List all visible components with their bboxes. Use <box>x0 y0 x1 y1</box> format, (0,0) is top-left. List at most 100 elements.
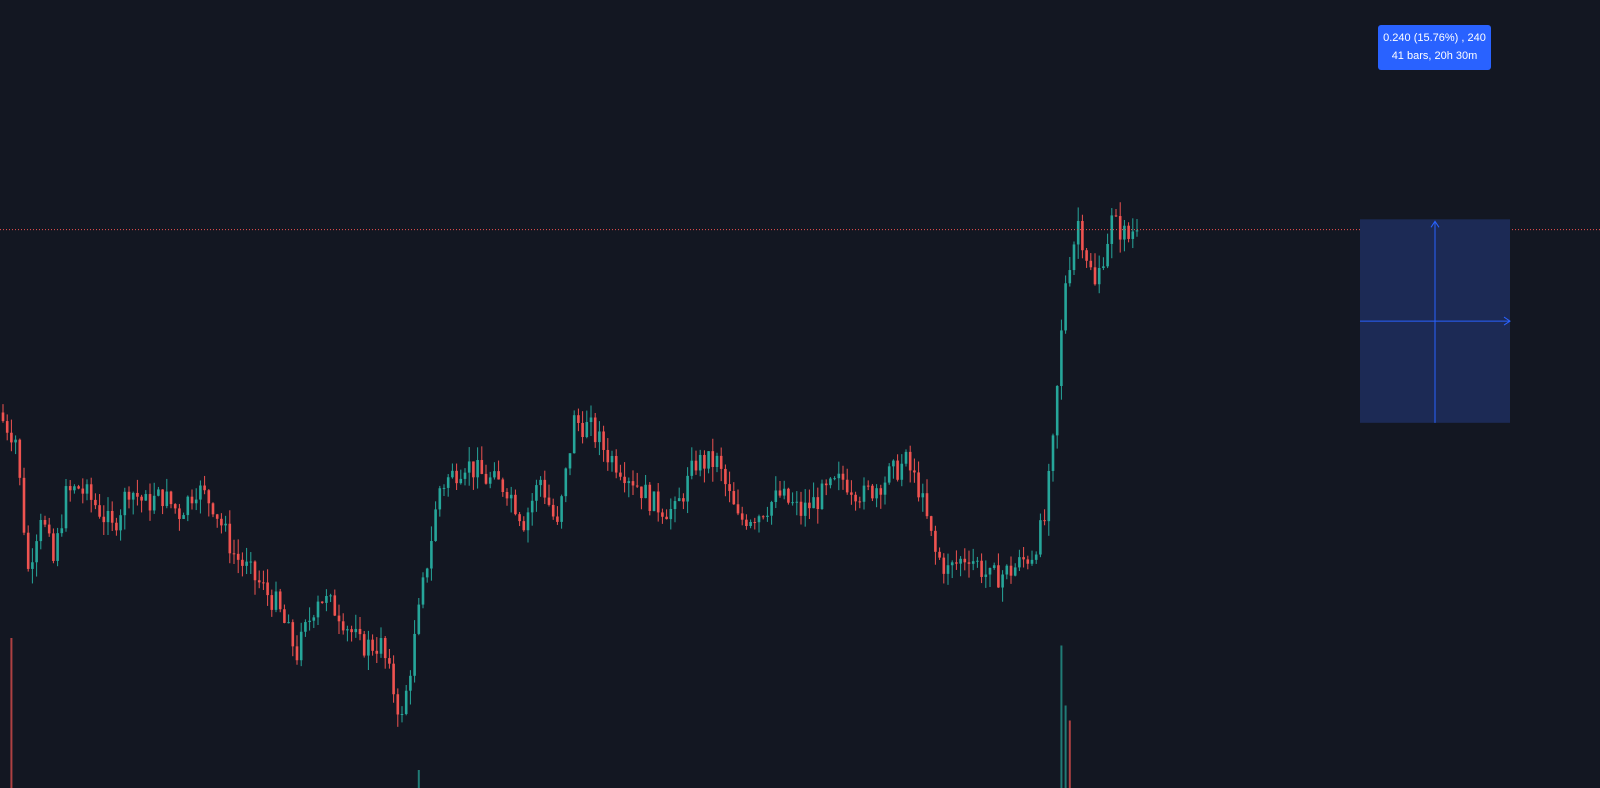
candle-body <box>820 483 824 510</box>
candle-body <box>560 496 563 522</box>
candle-body <box>1110 215 1114 244</box>
candle-body <box>81 488 85 494</box>
candle-body <box>564 468 568 497</box>
candle-body <box>409 675 412 691</box>
candle-body <box>287 622 290 624</box>
candle-body <box>1102 266 1105 268</box>
candle-body <box>1047 470 1051 522</box>
candle-body <box>270 595 274 610</box>
candle-body <box>837 473 841 479</box>
candle-body <box>358 628 362 635</box>
candle-body <box>841 473 845 480</box>
candle-body <box>1076 220 1080 245</box>
candle-body <box>446 477 450 488</box>
candle-body <box>598 431 601 443</box>
candle-body <box>425 568 429 578</box>
candle-body <box>917 472 920 498</box>
candle-body <box>799 501 803 516</box>
candle-body <box>18 439 22 478</box>
candle-body <box>757 516 761 523</box>
candle-body <box>934 530 937 552</box>
candle-body <box>161 489 164 507</box>
candle-body <box>724 468 727 485</box>
candle-body <box>530 500 534 513</box>
candle-body <box>829 478 832 486</box>
candle-body <box>329 595 332 597</box>
candle-body <box>652 491 656 511</box>
candle-body <box>1022 557 1025 560</box>
candle-body <box>459 478 463 484</box>
volume-bar <box>1064 705 1067 788</box>
candle-body <box>316 601 320 618</box>
candle-body <box>803 502 807 516</box>
candle-body <box>816 497 820 510</box>
candle-body <box>623 476 626 484</box>
candle-body <box>211 503 215 515</box>
candle-body <box>992 565 996 568</box>
candle-body <box>740 513 744 520</box>
candle-body <box>514 494 517 515</box>
candle-body <box>430 541 433 569</box>
candle-body <box>262 582 265 584</box>
volume-bar <box>417 770 420 788</box>
candle-body <box>955 562 958 564</box>
candle-body <box>26 532 30 569</box>
candle-body <box>119 515 122 531</box>
volume-pane <box>10 638 1071 788</box>
candle-body <box>257 580 261 583</box>
candle-body <box>854 494 857 502</box>
candle-body <box>144 494 148 501</box>
candle-body <box>106 510 110 523</box>
candle-body <box>1018 557 1021 568</box>
candle-body <box>341 621 345 631</box>
candle-body <box>976 560 979 562</box>
candle-body <box>396 694 400 715</box>
candle-body <box>686 475 689 502</box>
candle-body <box>984 574 988 577</box>
candle-body <box>614 455 618 473</box>
candle-body <box>455 470 458 484</box>
candle-body <box>585 422 589 438</box>
candle-body <box>404 690 408 714</box>
candle-body <box>493 471 496 478</box>
candle-body <box>400 713 404 715</box>
candle-body <box>845 479 849 493</box>
candle-body <box>505 492 509 499</box>
candle-body <box>589 417 593 423</box>
measure-tool[interactable] <box>1360 219 1511 423</box>
candle-body <box>1068 270 1072 284</box>
candle-body <box>224 523 227 526</box>
candle-body <box>1093 267 1097 285</box>
candle-body <box>875 488 878 499</box>
candle-body <box>467 461 471 473</box>
candle-body <box>203 485 206 491</box>
candle-body <box>194 499 198 504</box>
candle-body <box>362 634 366 656</box>
candle-body <box>1072 244 1076 271</box>
price-pane <box>1 202 1139 727</box>
candle-body <box>274 591 278 610</box>
candle-body <box>950 562 954 566</box>
candle-body <box>1085 250 1088 261</box>
candle-body <box>980 560 983 577</box>
candle-body <box>165 491 169 507</box>
candle-body <box>551 504 555 517</box>
candle-body <box>606 449 610 463</box>
candle-body <box>451 470 454 478</box>
volume-bar <box>1068 720 1071 788</box>
candle-body <box>22 477 26 533</box>
candle-body <box>887 466 891 483</box>
candle-body <box>619 472 622 477</box>
candle-body <box>518 514 521 522</box>
candle-body <box>1055 385 1059 436</box>
candle-body <box>178 508 181 519</box>
candle-body <box>56 533 59 561</box>
candle-body <box>1009 565 1013 576</box>
candle-body <box>703 454 706 469</box>
candle-body <box>719 455 723 469</box>
candle-body <box>1089 260 1093 268</box>
candle-body <box>215 514 219 519</box>
candle-body <box>60 528 64 534</box>
